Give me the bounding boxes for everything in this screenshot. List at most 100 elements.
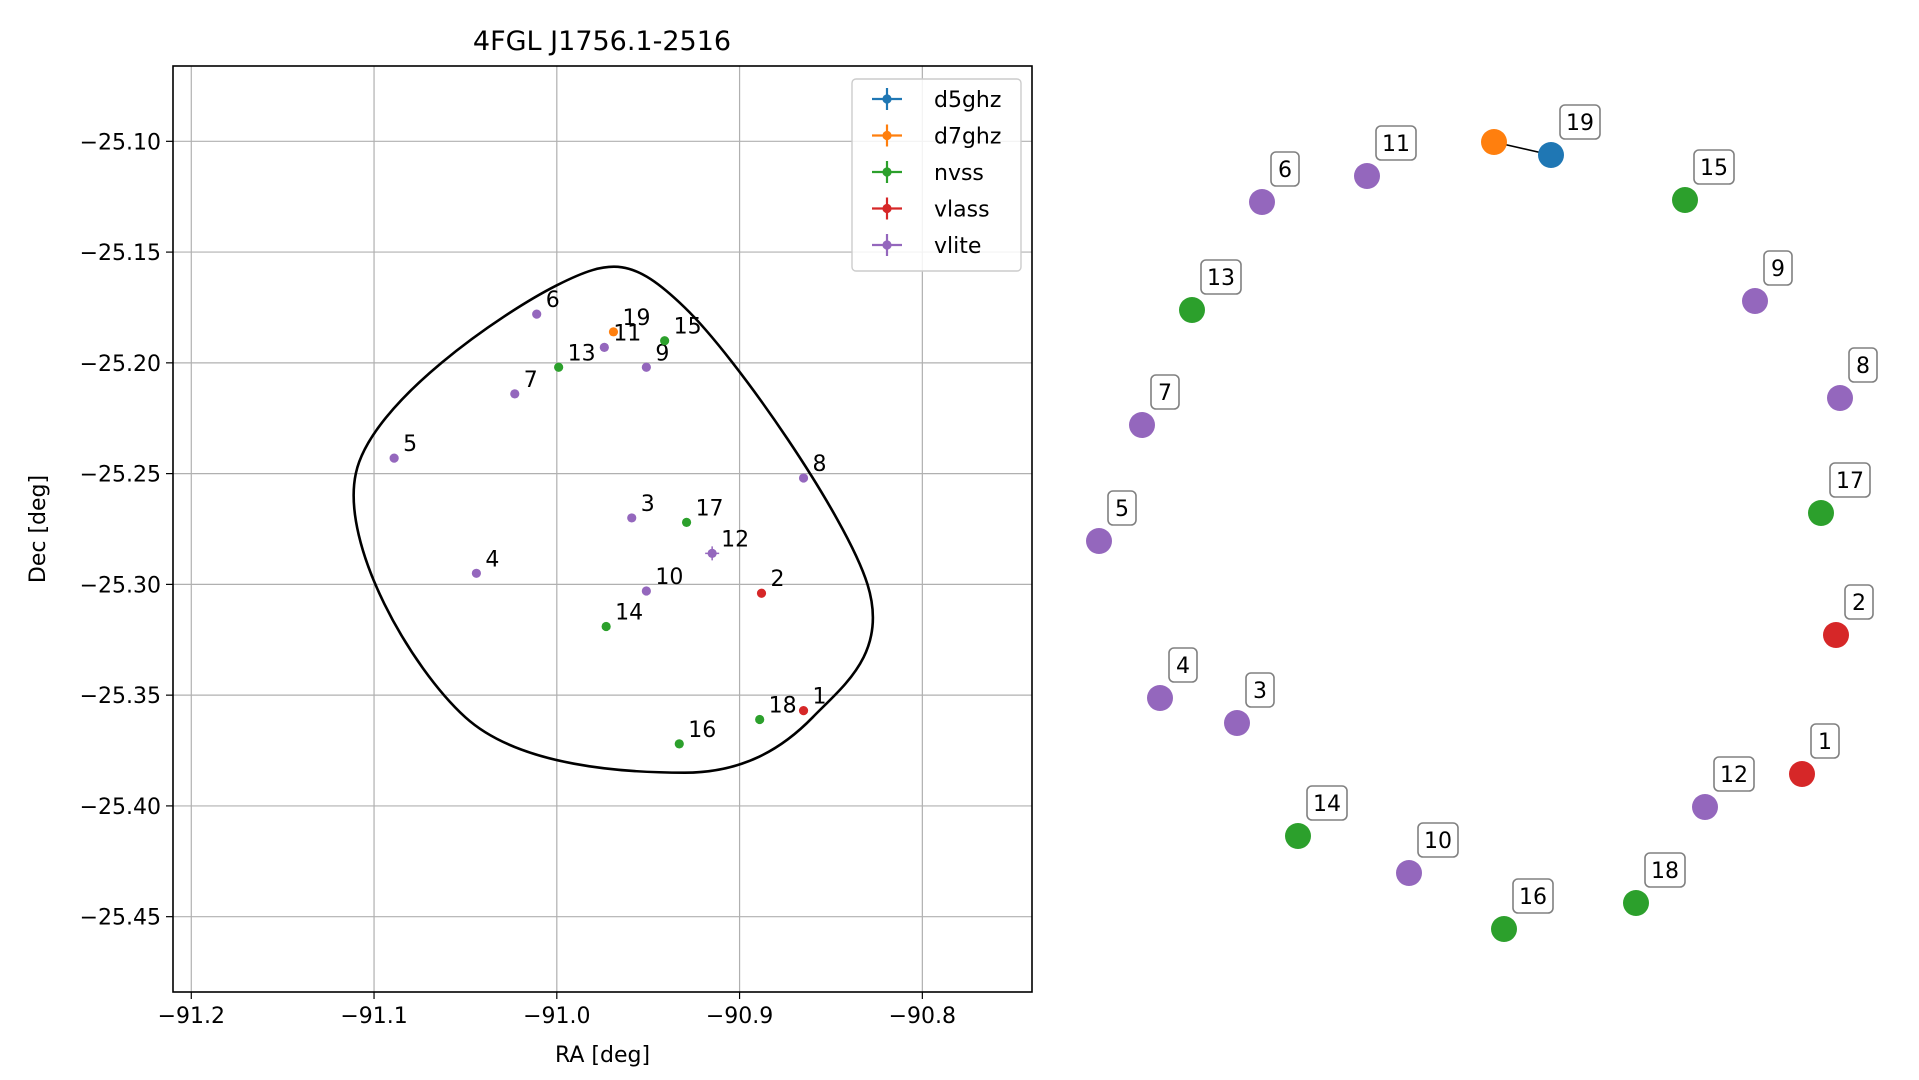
network-node-label-box: [1168, 647, 1198, 683]
scatter-point-marker: [608, 327, 619, 337]
legend-label: vlite: [934, 234, 981, 259]
network-node-label-box: [1270, 151, 1300, 187]
network-node-marker: [1285, 823, 1311, 849]
network-node-label-box: [1107, 490, 1137, 526]
scatter-point-label: 17: [696, 496, 724, 521]
network-node: 19: [1538, 104, 1601, 168]
network-node-marker: [1129, 412, 1155, 438]
scatter-point-label: 7: [524, 368, 538, 393]
y-tick-label: −25.30: [80, 573, 161, 598]
scatter-point: 9: [641, 341, 669, 372]
network-node-label: 2: [1852, 591, 1866, 616]
legend-entry: nvss: [872, 161, 984, 186]
network-node-marker: [1354, 163, 1380, 189]
network-node-label-box: [1848, 347, 1878, 383]
grid-lines: [173, 66, 1032, 992]
network-node-label: 4: [1176, 654, 1190, 679]
y-tick-label: −25.40: [80, 795, 161, 820]
network-node-label: 12: [1720, 763, 1748, 788]
scatter-point: 18: [755, 694, 797, 725]
scatter-point-label: 15: [674, 315, 702, 340]
network-node-marker: [1179, 297, 1205, 323]
scatter-point: 17: [681, 496, 724, 527]
network-node: 2: [1823, 584, 1874, 648]
network-node-label-box: [1245, 672, 1275, 708]
network-node-label: 17: [1836, 469, 1864, 494]
x-axis-ticks: −91.2 −91.1 −91.0 −90.9 −90.8: [158, 992, 956, 1029]
scatter-point: 11: [599, 321, 641, 352]
scatter-point-marker: [756, 588, 767, 598]
y-axis-label: Dec [deg]: [26, 475, 51, 583]
network-node-marker: [1249, 189, 1275, 215]
x-tick-label: −91.2: [158, 1004, 225, 1029]
scatter-point: 2: [756, 567, 785, 598]
network-node-label: 7: [1158, 381, 1172, 406]
scatter-point-label: 9: [655, 341, 669, 366]
network-node-label: 5: [1115, 497, 1129, 522]
network-node-label: 6: [1278, 158, 1292, 183]
network-node-marker: [1396, 860, 1422, 886]
network-node-label-box: [1559, 104, 1601, 140]
legend-swatch-marker: [882, 94, 892, 104]
network-node-marker: [1808, 500, 1834, 526]
network-node-label-box: [1375, 125, 1417, 161]
scatter-point-label: 12: [721, 527, 749, 552]
scatter-point: 6: [532, 288, 560, 319]
scatter-point-marker: [681, 517, 692, 527]
y-tick-label: −25.15: [80, 241, 161, 266]
y-tick-label: −25.35: [80, 684, 161, 709]
network-node: 10: [1396, 822, 1459, 886]
plot-frame: [172, 65, 1033, 993]
scatter-point-marker: [554, 362, 564, 372]
network-node-label-box: [1763, 250, 1793, 286]
network-node-marker: [1692, 794, 1718, 820]
network-node-label: 1: [1818, 730, 1832, 755]
legend-label: vlass: [934, 198, 990, 223]
scatter-panel: 4FGL J1756.1-2516 1234567891011121314151…: [26, 26, 1033, 1068]
scatter-point: 5: [389, 432, 417, 463]
scatter-point-label: 13: [568, 341, 596, 366]
network-node: 16: [1491, 878, 1554, 942]
legend-swatch-marker: [882, 203, 892, 214]
legend-swatch-marker: [882, 240, 892, 250]
network-node: 8: [1827, 347, 1878, 411]
error-ellipse: [352, 265, 875, 775]
scatter-point-label: 10: [655, 565, 683, 590]
network-node: 7: [1129, 374, 1180, 438]
scatter-point-label: 5: [403, 432, 417, 457]
network-node-label-box: [1200, 259, 1242, 295]
network-node-label-box: [1844, 584, 1874, 620]
scatter-point-marker: [532, 309, 542, 319]
scatter-point: 7: [510, 368, 538, 399]
scatter-point-label: 11: [613, 321, 641, 346]
network-node: 18: [1623, 852, 1686, 916]
network-node-label-box: [1810, 723, 1840, 759]
error-ellipse-outline: [352, 265, 875, 775]
scatter-point-label: 16: [688, 718, 716, 743]
network-node-label: 11: [1382, 132, 1410, 157]
scatter-point-marker: [471, 568, 481, 578]
scatter-point-label: 2: [771, 567, 785, 592]
network-node-marker: [1623, 890, 1649, 916]
scatter-point-marker: [601, 621, 611, 632]
legend-frame: [851, 78, 1022, 272]
network-node-marker: [1823, 622, 1849, 648]
scatter-point-marker: [627, 513, 637, 523]
network-node-marker: [1538, 142, 1564, 168]
legend: d5ghz d7ghz nvss vlass vlite: [851, 78, 1022, 272]
network-nodes: 19 11 15 6 9 13 8 7 17 5 2 4 3 1 12 14 18 10 16: [1086, 104, 1878, 942]
chart-title: 4FGL J1756.1-2516: [473, 26, 731, 57]
network-node: 5: [1086, 490, 1137, 554]
network-node-label: 19: [1566, 111, 1594, 136]
legend-entry: vlass: [872, 197, 990, 223]
network-node-marker: [1789, 761, 1815, 787]
scatter-point: 19: [608, 306, 650, 337]
scatter-point-marker: [707, 548, 717, 558]
x-axis-label: RA [deg]: [555, 1043, 650, 1068]
legend-entry: vlite: [872, 234, 981, 259]
network-node-marker: [1086, 528, 1112, 554]
legend-entry: d5ghz: [872, 88, 1001, 113]
network-node-label: 15: [1700, 156, 1728, 181]
scatter-point-marker: [641, 586, 651, 596]
network-node-marker: [1481, 129, 1507, 155]
